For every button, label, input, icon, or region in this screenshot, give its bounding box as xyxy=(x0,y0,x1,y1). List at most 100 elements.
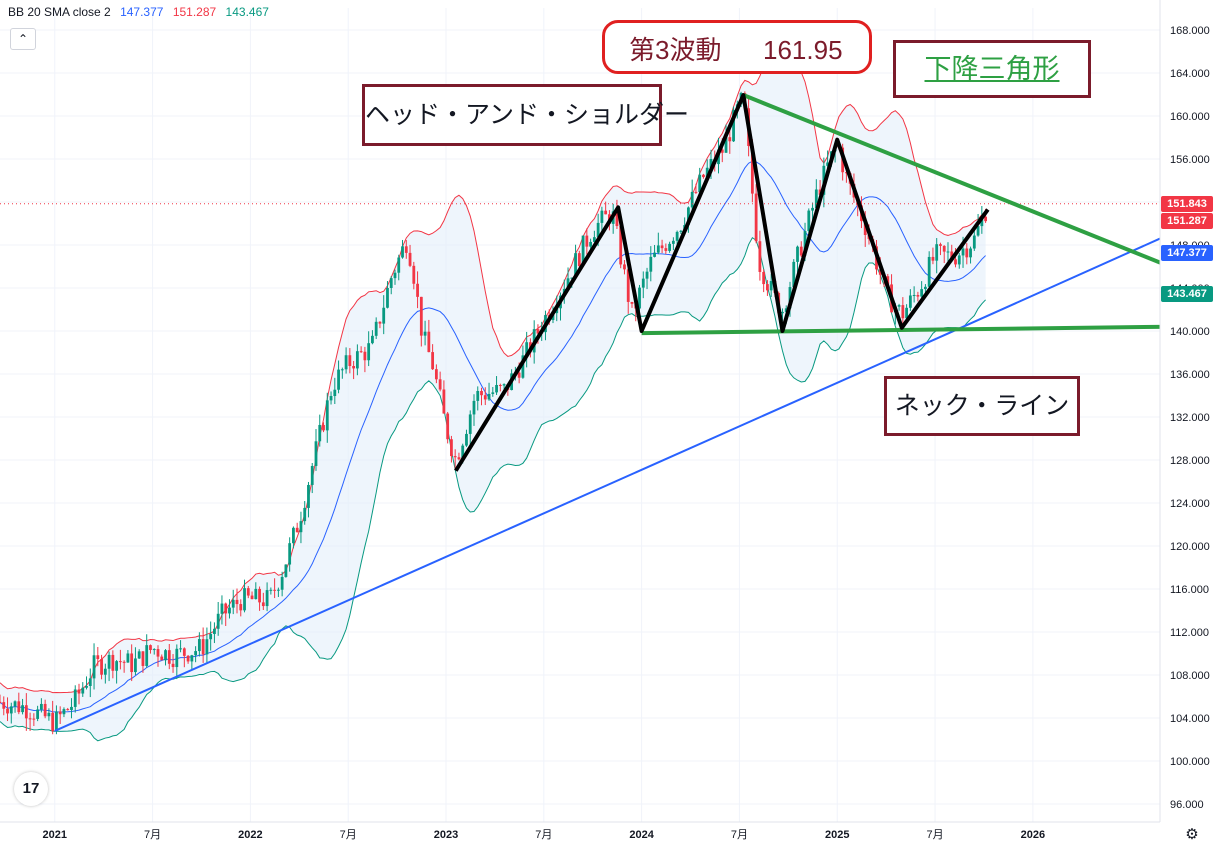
candle-body xyxy=(589,241,593,247)
candle-body xyxy=(585,235,589,247)
gear-icon[interactable]: ⚙ xyxy=(1185,826,1199,843)
bb-legend-upper: 151.287 xyxy=(172,5,217,19)
candle-body xyxy=(100,659,103,675)
candle-body xyxy=(280,576,284,590)
candle-body xyxy=(85,685,88,688)
candle-body xyxy=(656,245,660,253)
candle-body xyxy=(814,189,818,208)
candle-body xyxy=(596,222,600,238)
neckline-annotation[interactable]: ネック・ライン xyxy=(884,376,1080,436)
candle-body xyxy=(62,709,66,715)
bb-legend-label: BB 20 SMA close 2 xyxy=(8,5,111,19)
candle-body xyxy=(536,329,540,334)
basis-tag: 147.377 xyxy=(1161,245,1213,261)
neckline xyxy=(641,324,1170,336)
candle-body xyxy=(818,189,822,195)
triangle-upper-line xyxy=(742,93,1171,269)
candle-body xyxy=(758,241,762,272)
time-tick-label: 2026 xyxy=(1021,829,1045,841)
candle-body xyxy=(679,230,683,232)
candle-body xyxy=(239,604,243,611)
candle-body xyxy=(450,439,453,457)
candle-body xyxy=(438,379,442,390)
candle-body xyxy=(878,269,882,275)
candle-body xyxy=(197,639,201,652)
candle-body xyxy=(329,396,333,401)
candle-body xyxy=(570,277,574,279)
head-shoulders-annotation[interactable]: ヘッド・アンド・ショルダー xyxy=(362,84,689,146)
candle-body xyxy=(231,599,235,608)
candle-body xyxy=(461,445,465,460)
candle-body xyxy=(107,654,111,669)
candle-body xyxy=(333,389,337,397)
candle-body xyxy=(43,703,47,717)
candle-body xyxy=(382,307,386,324)
candle-body xyxy=(521,355,525,378)
candle-body xyxy=(574,253,577,278)
candle-body xyxy=(638,287,641,309)
candles xyxy=(0,91,988,735)
candle-body xyxy=(754,193,758,242)
candle-body xyxy=(619,226,623,265)
candle-body xyxy=(886,276,890,285)
legend-collapse-button[interactable]: ⌃ xyxy=(10,28,36,50)
candle-body xyxy=(164,650,167,661)
candle-body xyxy=(408,252,412,266)
candle-body xyxy=(905,307,909,319)
price-tick-label: 160.000 xyxy=(1170,111,1210,123)
candle-body xyxy=(36,709,40,719)
candle-body xyxy=(24,705,28,719)
candle-body xyxy=(626,269,630,302)
candle-body xyxy=(942,245,946,252)
candle-body xyxy=(927,256,931,287)
price-tick-label: 168.000 xyxy=(1170,25,1210,37)
candle-body xyxy=(6,708,9,714)
candle-body xyxy=(137,651,141,659)
candle-body xyxy=(77,689,81,694)
candle-body xyxy=(728,137,732,142)
candle-body xyxy=(908,295,912,308)
candle-body xyxy=(811,207,814,211)
candle-body xyxy=(645,271,649,279)
candle-body xyxy=(615,211,619,227)
candle-body xyxy=(359,351,363,353)
candle-body xyxy=(310,465,314,485)
price-tick-label: 140.000 xyxy=(1170,326,1210,338)
candle-body xyxy=(73,689,77,707)
candle-body xyxy=(972,235,976,249)
candle-body xyxy=(393,272,397,279)
candle-body xyxy=(307,484,310,508)
candle-body xyxy=(254,588,258,600)
candle-body xyxy=(630,301,634,304)
price-axis: 168.000164.000160.000156.000152.000148.0… xyxy=(1159,0,1217,850)
candle-body xyxy=(130,653,134,673)
candle-body xyxy=(47,712,51,717)
price-tick-label: 96.000 xyxy=(1170,799,1204,811)
wave-zigzag xyxy=(454,93,990,472)
candle-body xyxy=(228,607,231,614)
candle-body xyxy=(799,246,803,256)
price-axis-bg xyxy=(1160,0,1217,850)
candle-body xyxy=(660,245,664,249)
candle-body xyxy=(480,390,483,396)
last-price-tag: 151.843 xyxy=(1161,196,1213,212)
wave3-annotation[interactable]: 第3波動 161.95 xyxy=(602,20,872,74)
candle-body xyxy=(803,231,807,256)
candle-body xyxy=(318,424,322,442)
candle-body xyxy=(939,244,942,246)
lower-band-tag: 143.467 xyxy=(1161,286,1213,302)
candle-body xyxy=(690,191,694,208)
candle-body xyxy=(81,687,85,694)
candle-body xyxy=(446,413,450,440)
candle-body xyxy=(186,655,190,662)
candle-body xyxy=(950,251,954,260)
descending-triangle-annotation[interactable]: 下降三角形 xyxy=(893,40,1091,98)
tradingview-logo[interactable]: 17 xyxy=(14,772,48,806)
candle-body xyxy=(149,645,152,651)
candle-body xyxy=(145,645,149,666)
candle-body xyxy=(152,649,156,651)
candle-body xyxy=(649,256,653,272)
candle-body xyxy=(269,589,273,591)
candle-body xyxy=(954,259,957,265)
